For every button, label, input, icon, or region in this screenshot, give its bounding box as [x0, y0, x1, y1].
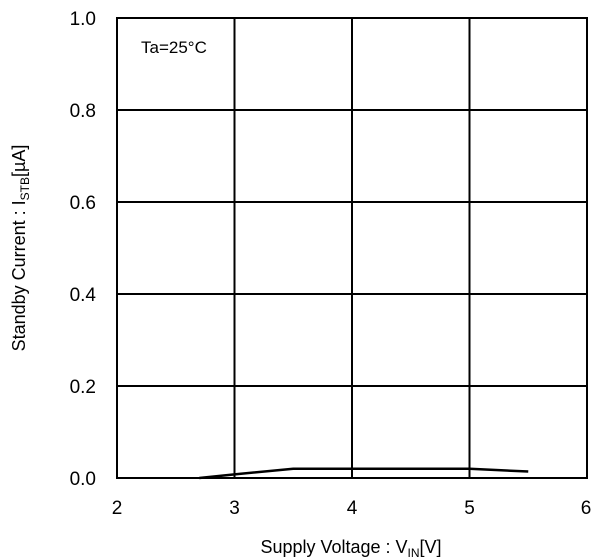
x-tick-label: 4: [347, 498, 358, 519]
x-axis-label: Supply Voltage : VIN[V]: [260, 537, 441, 560]
x-axis-label-subscript: IN: [408, 546, 420, 560]
temperature-annotation: Ta=25°C: [141, 38, 207, 57]
plot-frame: [116, 17, 588, 479]
y-axis-label-subscript: STB: [18, 177, 32, 200]
y-tick-label: 0.0: [70, 469, 96, 490]
y-tick-label: 0.6: [70, 193, 96, 214]
x-axis-label-unit: [V]: [420, 537, 442, 557]
x-tick-label: 2: [112, 498, 123, 519]
y-axis-label-main: Standby Current : I: [9, 200, 29, 351]
y-tick-label: 0.2: [70, 377, 96, 398]
y-axis-label: Standby Current : ISTB[µA]: [9, 145, 32, 352]
data-series: [199, 467, 529, 480]
y-tick-label: 0.4: [70, 285, 97, 306]
y-tick-label: 1.0: [70, 9, 96, 30]
x-tick-label: 5: [464, 498, 475, 519]
grid-lines: [117, 18, 587, 478]
series-line: [199, 467, 529, 480]
y-axis-label-unit: [µA]: [9, 145, 29, 177]
y-tick-label: 0.8: [70, 101, 96, 122]
x-axis-label-main: Supply Voltage : V: [260, 537, 407, 557]
x-tick-labels: 2 3 4 5 6: [112, 498, 592, 519]
x-tick-label: 6: [581, 498, 592, 519]
x-tick-label: 3: [229, 498, 240, 519]
y-tick-labels: 0.0 0.2 0.4 0.6 0.8 1.0: [70, 9, 97, 490]
